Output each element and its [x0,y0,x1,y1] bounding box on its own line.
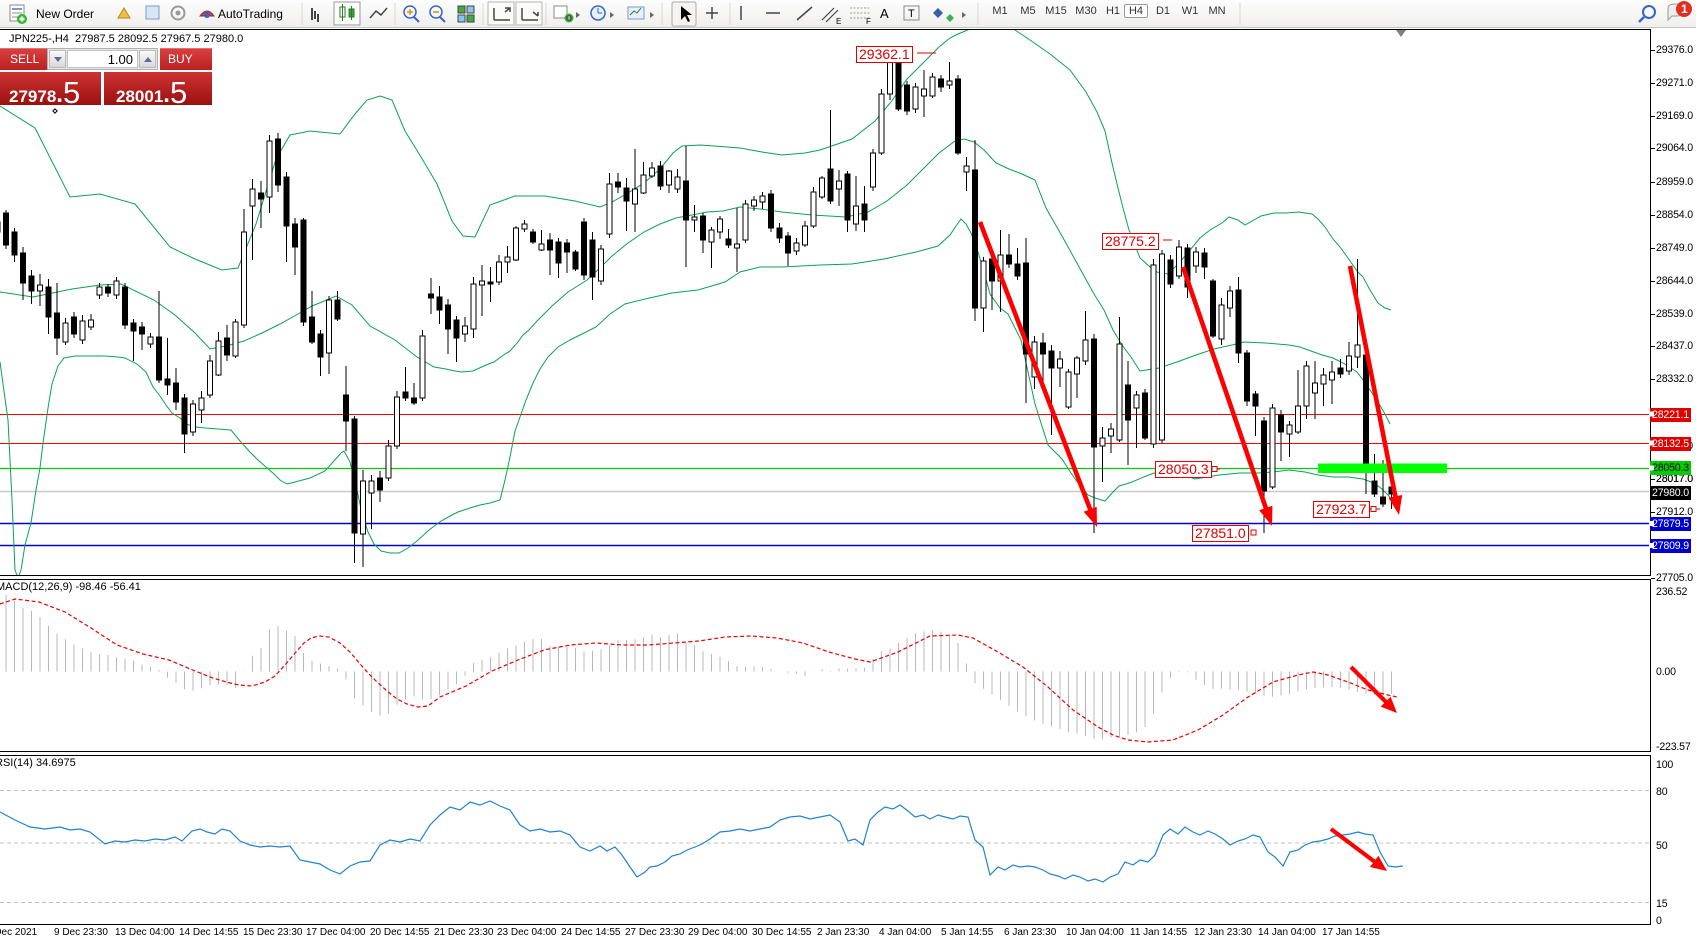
svg-text:T: T [908,8,915,20]
svg-text:1: 1 [1681,2,1688,16]
svg-text:E: E [836,17,841,26]
svg-text:A: A [880,6,889,21]
svg-text:F: F [866,17,871,26]
